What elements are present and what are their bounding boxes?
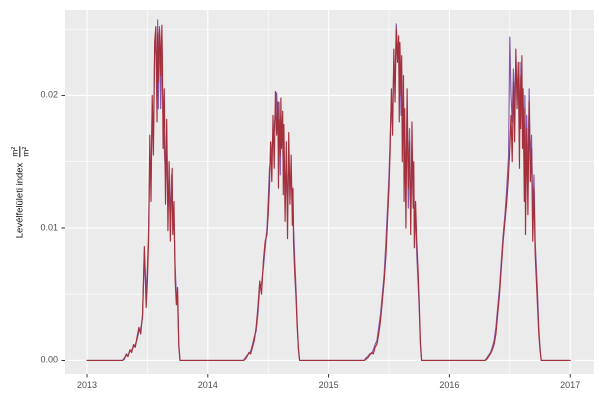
x-tick-label: 2017 xyxy=(560,380,581,390)
y-axis-unit-fraction: m² m² xyxy=(9,145,31,158)
unit-denominator: m² xyxy=(19,145,31,158)
unit-numerator: m² xyxy=(9,146,20,157)
x-tick-label: 2014 xyxy=(197,380,218,390)
x-tick-label: 2013 xyxy=(76,380,97,390)
panel-background xyxy=(65,10,594,374)
y-tick-label: 0.01 xyxy=(40,222,58,233)
x-tick-label: 2016 xyxy=(439,380,460,390)
series-red-line xyxy=(86,24,571,362)
y-tick-label: 0.00 xyxy=(40,354,58,365)
y-tick-label: 0.02 xyxy=(40,89,58,100)
x-tick-label: 2015 xyxy=(318,380,339,390)
